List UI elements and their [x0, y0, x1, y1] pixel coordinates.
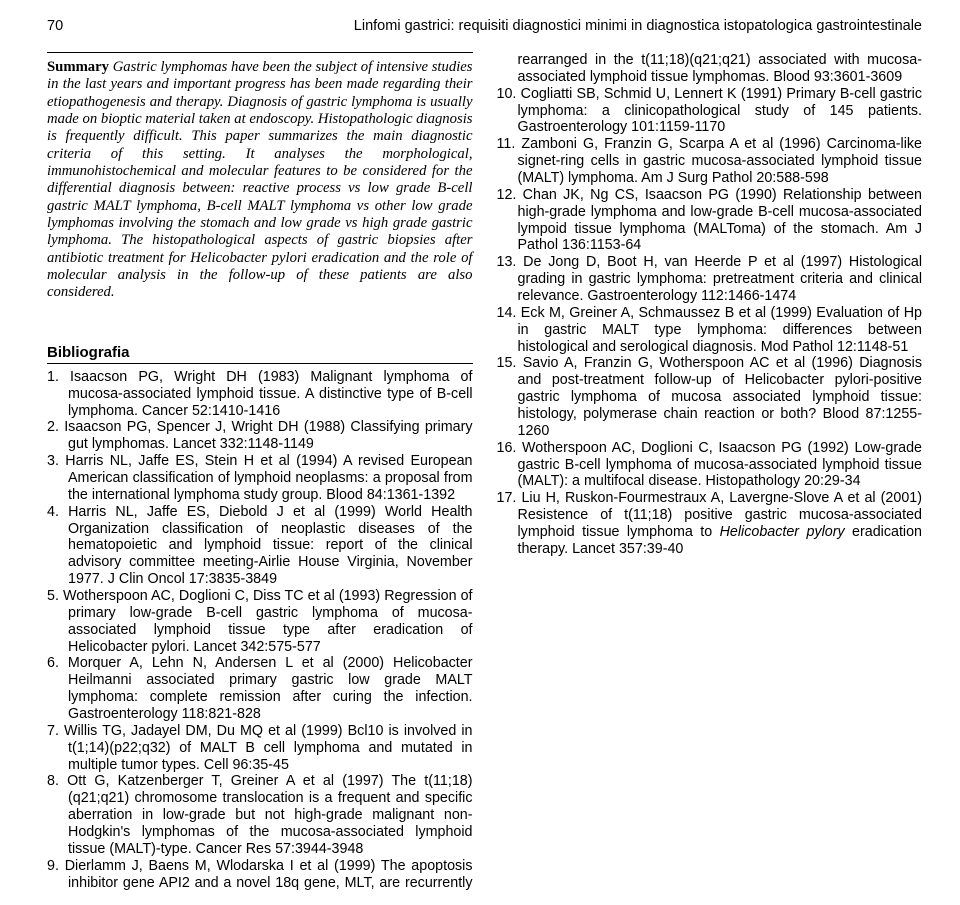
- two-column-body: Summary Gastric lymphomas have been the …: [47, 52, 922, 892]
- reference-item: 16. Wotherspoon AC, Doglioni C, Isaacson…: [497, 440, 923, 491]
- page-header: 70 Linfomi gastrici: requisiti diagnosti…: [47, 18, 922, 34]
- reference-item: 11. Zamboni G, Franzin G, Scarpa A et al…: [497, 136, 923, 187]
- reference-item: 1. Isaacson PG, Wright DH (1983) Maligna…: [47, 369, 473, 420]
- reference-item: 12. Chan JK, Ng CS, Isaacson PG (1990) R…: [497, 187, 923, 254]
- running-title: Linfomi gastrici: requisiti diagnostici …: [153, 18, 922, 34]
- reference-item: 3. Harris NL, Jaffe ES, Stein H et al (1…: [47, 453, 473, 504]
- summary-block: Summary Gastric lymphomas have been the …: [47, 52, 473, 302]
- reference-item: 15. Savio A, Franzin G, Wotherspoon AC e…: [497, 355, 923, 439]
- summary-body: Gastric lymphomas have been the subject …: [47, 59, 473, 300]
- reference-item: 8. Ott G, Katzenberger T, Greiner A et a…: [47, 773, 473, 857]
- reference-item: 13. De Jong D, Boot H, van Heerde P et a…: [497, 254, 923, 305]
- ref-italic: Helicobacter pylory: [720, 524, 845, 540]
- reference-item: 10. Cogliatti SB, Schmid U, Lennert K (1…: [497, 86, 923, 137]
- reference-item: 2. Isaacson PG, Spencer J, Wright DH (19…: [47, 419, 473, 453]
- bibliography-heading: Bibliografia: [47, 344, 473, 364]
- reference-item: 14. Eck M, Greiner A, Schmaussez B et al…: [497, 305, 923, 356]
- reference-item: 7. Willis TG, Jadayel DM, Du MQ et al (1…: [47, 723, 473, 774]
- reference-item: 17. Liu H, Ruskon-Fourmestraux A, Laverg…: [497, 490, 923, 557]
- reference-item: 6. Morquer A, Lehn N, Andersen L et al (…: [47, 655, 473, 722]
- page-number: 70: [47, 18, 63, 34]
- reference-item: 4. Harris NL, Jaffe ES, Diebold J et al …: [47, 504, 473, 588]
- summary-label: Summary: [47, 59, 109, 75]
- reference-item: 5. Wotherspoon AC, Doglioni C, Diss TC e…: [47, 588, 473, 655]
